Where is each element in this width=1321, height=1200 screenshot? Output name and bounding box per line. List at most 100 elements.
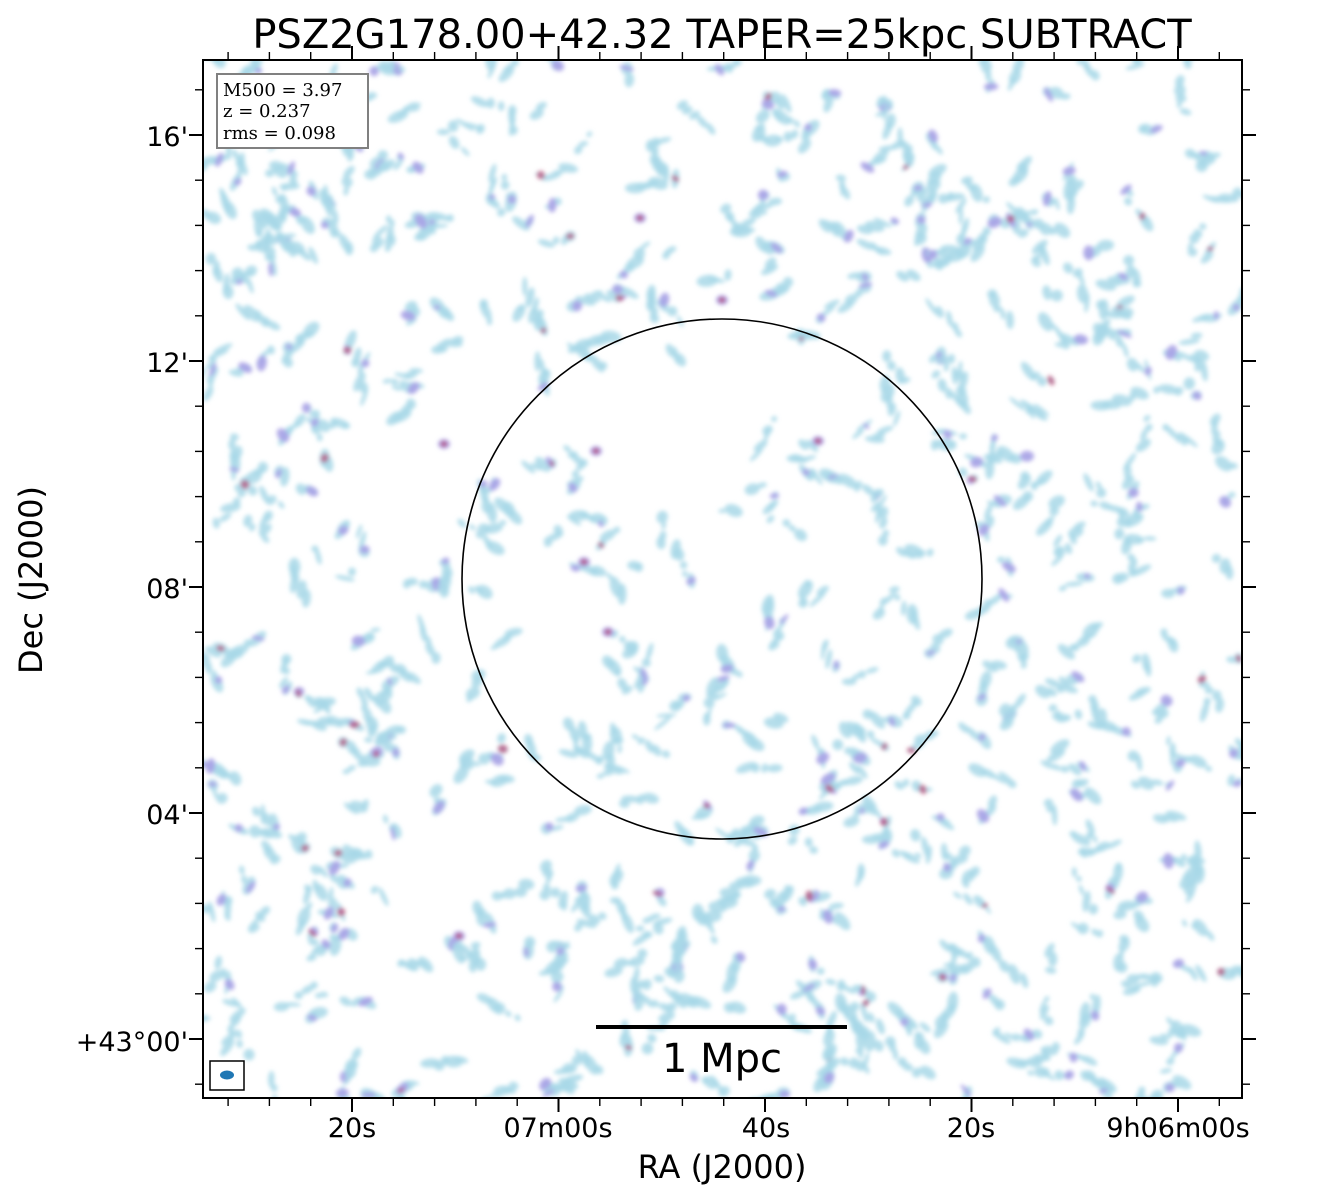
noise-blob-low: [853, 811, 861, 818]
noise-blob-high: [349, 721, 360, 729]
noise-blob-low: [691, 903, 705, 921]
noise-blob-low: [906, 269, 921, 282]
noise-blob-high: [339, 738, 348, 747]
noise-blob-mid: [943, 863, 952, 872]
noise-blob-low: [1072, 268, 1083, 278]
noise-blob-low: [1126, 974, 1140, 985]
noise-blob-low: [466, 695, 473, 703]
noise-blob-mid: [722, 722, 736, 728]
y-tick-label-08: 08': [146, 574, 188, 605]
noise-blob-mid: [619, 270, 628, 279]
noise-blob-low: [447, 120, 459, 132]
noise-blob-low: [811, 734, 820, 750]
noise-blob-low: [838, 721, 852, 739]
noise-blob-low: [1175, 351, 1196, 363]
noise-blob-low: [1200, 359, 1208, 382]
noise-blob-low: [1096, 299, 1105, 310]
noise-blob-low: [1154, 715, 1164, 724]
noise-blob-high: [604, 629, 612, 635]
noise-blob-mid: [1026, 222, 1033, 227]
noise-blob-low: [1008, 175, 1021, 187]
noise-blob-low: [552, 169, 566, 175]
noise-blob-low: [900, 851, 920, 864]
noise-blob-low: [781, 94, 792, 113]
noise-blob-low: [959, 845, 971, 857]
noise-blob-mid: [488, 194, 496, 200]
noise-blob-low: [267, 345, 275, 355]
noise-blob-low: [1007, 779, 1017, 789]
noise-blob-mid: [1165, 1083, 1175, 1093]
noise-blob-mid: [397, 152, 405, 160]
noise-blob-low: [897, 127, 903, 146]
noise-blob-low: [525, 287, 535, 308]
noise-blob-low: [938, 628, 953, 639]
noise-blob-mid: [823, 1072, 835, 1084]
noise-blob-mid: [1173, 1042, 1183, 1053]
noise-blob-low: [364, 169, 377, 180]
noise-blob-low: [825, 649, 833, 669]
noise-blob-low: [1048, 951, 1058, 967]
noise-blob-low: [867, 1012, 875, 1023]
noise-blob-mid: [682, 694, 691, 702]
noise-blob-low: [856, 239, 875, 250]
noise-blob-low: [1190, 332, 1203, 339]
noise-blob-low: [1054, 1070, 1065, 1081]
noise-blob-low: [306, 954, 317, 962]
noise-blob-low: [489, 1092, 504, 1098]
noise-blob-low: [989, 943, 1002, 963]
noise-blob-low: [567, 451, 578, 459]
noise-blob-low: [935, 438, 957, 451]
noise-blob-low: [269, 213, 287, 228]
noise-blob-low: [1025, 405, 1035, 415]
noise-blob-mid: [1128, 487, 1139, 498]
noise-blob-mid: [1192, 391, 1202, 401]
noise-blob-low: [344, 241, 354, 256]
noise-blob-low: [1165, 810, 1187, 821]
noise-blob-low: [862, 709, 873, 720]
noise-blob-low: [1182, 919, 1188, 927]
noise-blob-mid: [1160, 694, 1173, 707]
noise-blob-low: [205, 252, 217, 265]
noise-blob-low: [958, 722, 969, 733]
noise-blob-low: [755, 236, 768, 253]
noise-blob-high: [580, 559, 588, 565]
noise-blob-low: [682, 570, 688, 577]
noise-blob-low: [347, 765, 356, 772]
noise-blob-mid: [338, 927, 350, 941]
noise-blob-low: [248, 825, 262, 838]
noise-blob-low: [990, 773, 1009, 784]
noise-blob-low: [365, 668, 384, 675]
noise-blob-high: [373, 750, 380, 758]
noise-blob-low: [939, 939, 951, 952]
noise-blob-low: [295, 483, 307, 495]
noise-blob-low: [544, 540, 553, 547]
noise-blob-low: [329, 935, 342, 956]
noise-blob-low: [661, 521, 667, 530]
noise-blob-low: [764, 888, 776, 899]
noise-blob-low: [363, 707, 373, 724]
noise-blob-high: [805, 890, 814, 902]
noise-blob-low: [460, 146, 470, 157]
noise-blob-low: [904, 150, 914, 168]
noise-blob-low: [1132, 654, 1142, 663]
noise-blob-low: [384, 234, 396, 248]
noise-blob-low: [1150, 975, 1160, 987]
noise-blob-high: [652, 890, 663, 897]
noise-blob-low: [1135, 686, 1151, 696]
noise-blob-low: [364, 737, 373, 743]
noise-blob-mid: [539, 1077, 552, 1091]
noise-blob-mid: [205, 758, 216, 774]
noise-blob-low: [269, 257, 277, 277]
noise-blob-low: [599, 529, 616, 542]
noise-blob-high: [337, 907, 346, 917]
noise-blob-low: [460, 955, 467, 962]
noise-blob-mid: [978, 524, 989, 536]
noise-blob-low: [351, 746, 362, 761]
noise-blob-low: [332, 897, 338, 912]
noise-blob-low: [1188, 967, 1198, 981]
noise-blob-low: [875, 506, 882, 524]
noise-blob-low: [600, 330, 622, 343]
noise-blob-low: [1167, 637, 1179, 653]
noise-blob-mid: [949, 974, 957, 982]
noise-blob-mid: [310, 418, 319, 427]
